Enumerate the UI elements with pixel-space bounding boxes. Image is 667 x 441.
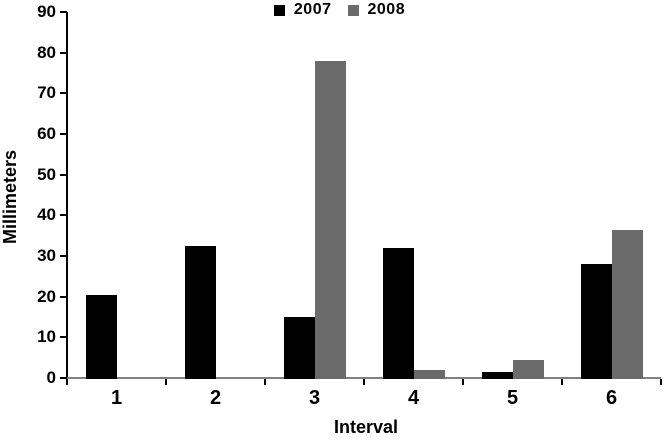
bar-2007-interval-2 <box>184 245 216 379</box>
bar-2008-interval-4 <box>413 369 445 379</box>
x-tick-mark <box>462 379 464 385</box>
x-category-label: 5 <box>506 387 519 409</box>
y-tick-label: 60 <box>37 124 56 143</box>
y-tick-label: 40 <box>37 205 56 225</box>
legend-swatch-icon <box>273 4 285 16</box>
y-tick-label: 20 <box>37 286 56 306</box>
y-axis-line <box>66 12 68 382</box>
legend-item-2008: 2008 <box>347 1 406 19</box>
y-tick-mark <box>60 51 67 54</box>
x-tick-mark <box>264 379 266 385</box>
y-tick-label: 0 <box>46 368 56 387</box>
bar-2008-interval-6 <box>611 229 643 379</box>
y-tick-label: 70 <box>37 83 56 103</box>
y-tick-mark <box>60 255 67 257</box>
y-tick-mark <box>60 92 67 95</box>
y-tick-mark <box>60 11 67 13</box>
y-tick-mark <box>60 173 67 176</box>
bar-2007-interval-1 <box>85 294 117 379</box>
bar-2007-interval-4 <box>382 247 414 379</box>
y-tick-mark <box>60 214 67 217</box>
y-tick-mark <box>60 295 67 298</box>
y-tick-label: 90 <box>37 2 56 21</box>
y-tick-mark <box>60 133 67 135</box>
y-tick-label: 50 <box>37 164 56 184</box>
x-axis-title: Interval <box>333 417 399 437</box>
x-category-label: 6 <box>605 387 618 409</box>
chart-legend: 2007 2008 <box>6 1 667 19</box>
x-tick-mark <box>66 379 68 385</box>
legend-swatch-icon <box>347 4 359 16</box>
x-category-label: 1 <box>110 387 123 409</box>
y-tick-mark <box>60 377 67 379</box>
legend-label: 2008 <box>367 1 406 18</box>
x-tick-mark <box>165 379 167 385</box>
legend-item-2007: 2007 <box>273 1 332 19</box>
x-tick-mark <box>561 379 563 385</box>
x-tick-mark <box>363 379 365 385</box>
bar-2008-interval-5 <box>512 359 544 379</box>
x-category-label: 2 <box>209 387 222 409</box>
bar-2008-interval-3 <box>314 60 346 379</box>
x-category-label: 4 <box>407 387 420 409</box>
x-category-label: 3 <box>308 387 321 409</box>
bar-2007-interval-6 <box>580 264 612 379</box>
y-tick-label: 10 <box>37 327 56 347</box>
y-tick-label: 80 <box>37 42 56 62</box>
bar-2007-interval-5 <box>481 371 513 379</box>
x-tick-mark <box>660 379 662 385</box>
x-axis-baseline <box>60 377 661 379</box>
y-tick-mark <box>60 336 67 339</box>
legend-label: 2007 <box>293 1 332 18</box>
y-tick-label: 30 <box>37 246 56 265</box>
bar-2007-interval-3 <box>283 317 315 379</box>
